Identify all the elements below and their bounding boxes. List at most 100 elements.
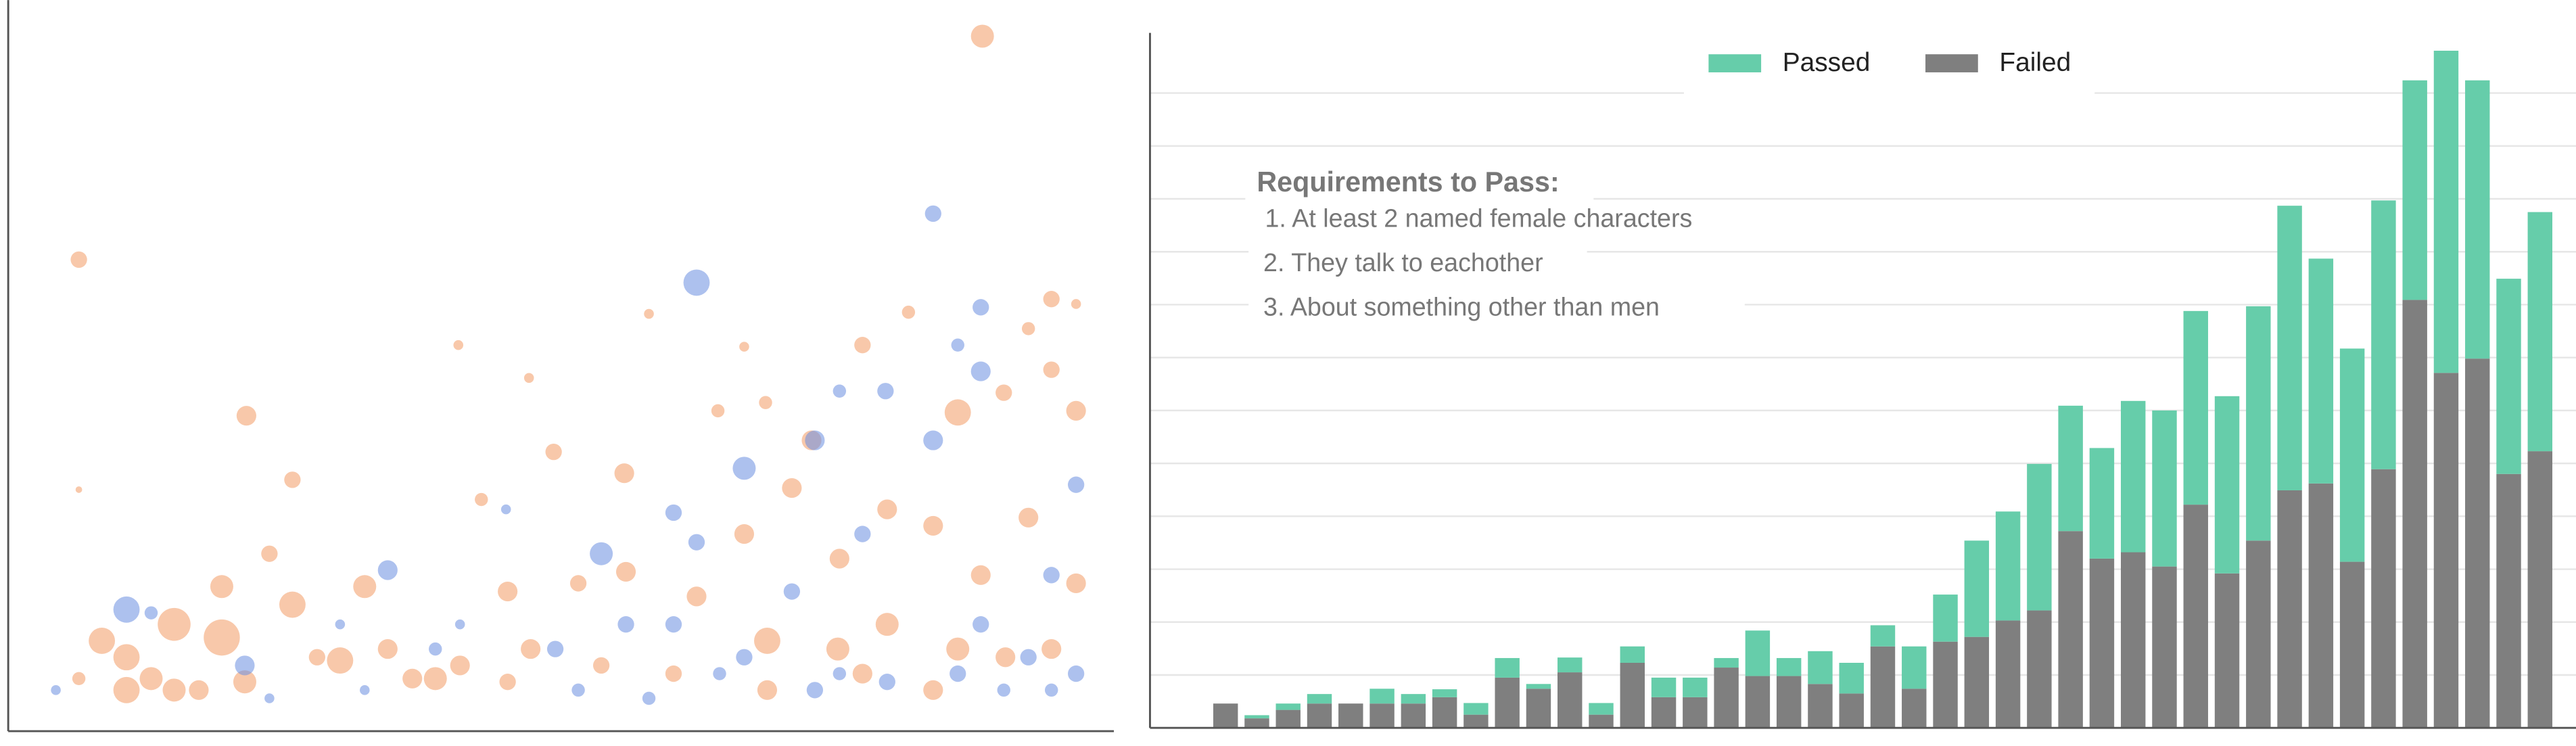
bubble [757, 680, 778, 700]
bubble [970, 565, 991, 585]
bubble [923, 680, 943, 700]
bar-segment [2465, 80, 2490, 359]
bubble [973, 616, 989, 633]
bubble [1041, 639, 1062, 659]
bubble [946, 637, 970, 661]
bubble [158, 607, 191, 641]
bubble [879, 674, 895, 691]
bar-segment [1401, 694, 1426, 704]
bubble [782, 477, 802, 498]
bubble [499, 674, 516, 691]
bar-segment [2371, 200, 2396, 469]
bar-segment [2527, 451, 2553, 728]
bar-segment [1432, 689, 1457, 697]
bar-segment [2058, 405, 2083, 532]
bubble [806, 682, 824, 699]
bubble [429, 642, 442, 656]
bubble [1043, 291, 1060, 308]
bubble [402, 668, 423, 689]
bubble [997, 683, 1010, 697]
bubble [261, 545, 278, 562]
bubble [970, 24, 994, 48]
bubble [877, 383, 894, 400]
bar-segment [1808, 684, 1833, 728]
bubble [453, 340, 464, 350]
bubble [973, 299, 989, 316]
bubble [826, 637, 849, 661]
bubble [944, 399, 971, 426]
bar-segment [2277, 206, 2302, 490]
bubble [1067, 476, 1085, 493]
bubble [688, 534, 705, 551]
bubble [713, 667, 726, 680]
bubble [1067, 665, 1085, 682]
bubble [1018, 507, 1039, 528]
bar-segment [1776, 657, 1802, 676]
bar-segment [1620, 662, 1645, 728]
bubble [734, 523, 755, 544]
legend: Passed Failed [1708, 48, 2071, 77]
bubble [89, 628, 116, 654]
bar-segment [1244, 718, 1269, 728]
bubble [644, 308, 654, 319]
bubble [1043, 567, 1060, 584]
bar-segment [1275, 703, 1301, 710]
bubble [951, 338, 964, 352]
bubble [236, 406, 256, 426]
bubble [377, 560, 398, 580]
bubble [569, 575, 587, 592]
bubble [353, 575, 377, 599]
bar-segment [2246, 306, 2271, 541]
annotation-item: 1. At least 2 named female characters [1265, 204, 1692, 233]
bubble [139, 667, 163, 691]
bubble [189, 680, 209, 700]
bubble [665, 665, 682, 682]
annotation-bg [1248, 200, 1752, 240]
bar-segment [1432, 697, 1457, 728]
bar-segment [1338, 703, 1363, 728]
bar-segment [2120, 552, 2146, 728]
bar-segment [1526, 689, 1551, 728]
bubble [923, 430, 943, 450]
bar-segment [1651, 677, 1677, 697]
bar-segment [2027, 463, 2052, 611]
legend-swatch [1708, 54, 1762, 72]
bar-segment [1244, 715, 1269, 719]
bar-segment [1995, 620, 2021, 728]
bubble [923, 515, 943, 536]
bubble [327, 647, 354, 674]
bar-segment [1620, 646, 1645, 663]
bar-segment [1683, 697, 1708, 728]
bar-segment [2246, 540, 2271, 728]
bubble [833, 384, 847, 398]
bubble [545, 443, 562, 461]
bar-segment [1401, 703, 1426, 728]
bar-segment [1870, 646, 1896, 728]
bar-segment [1307, 703, 1332, 728]
bubble [736, 649, 753, 666]
bar-segment [1213, 703, 1238, 728]
bar-segment [2214, 573, 2240, 728]
bubble [614, 463, 634, 484]
bar-segment [1369, 703, 1395, 728]
bubble [1066, 400, 1086, 421]
bar-segment [1995, 511, 2021, 621]
bubble [377, 639, 398, 659]
bar-segment [1714, 668, 1739, 728]
bubble [498, 582, 518, 602]
bubble [950, 665, 966, 682]
bubble [264, 693, 275, 703]
bubble [70, 251, 87, 269]
bubble [204, 619, 240, 656]
bar-segment [1870, 625, 1896, 647]
bar-segment [1745, 630, 1771, 676]
bubble [1043, 361, 1060, 378]
bubble [665, 616, 682, 633]
bubble [854, 526, 871, 542]
bar-segment [2496, 473, 2521, 728]
bubble [113, 596, 140, 623]
bar-segment [2465, 358, 2490, 728]
scatter-chart [7, 0, 1115, 732]
bar-segment [1714, 657, 1739, 668]
bubble [875, 613, 899, 636]
